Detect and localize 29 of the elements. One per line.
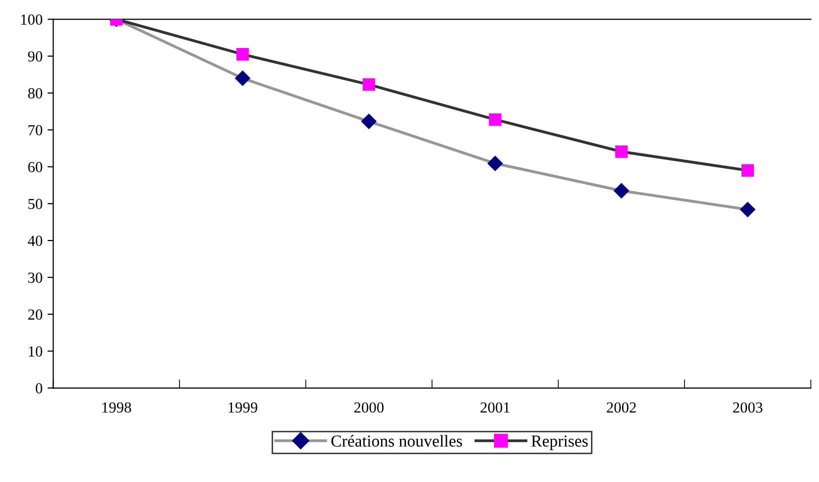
y-tick-label: 60 xyxy=(28,162,42,172)
y-tick-label: 90 xyxy=(28,51,42,62)
x-tick-label: 1998 xyxy=(102,402,132,413)
point xyxy=(615,145,628,158)
y-tick-label: 50 xyxy=(28,198,42,210)
y-tick-label: 10 xyxy=(28,346,42,357)
point xyxy=(236,48,249,61)
point xyxy=(488,113,502,126)
x-tick-label: 1999 xyxy=(228,402,258,413)
point xyxy=(740,202,756,218)
x-tick-label: 2001 xyxy=(480,402,510,413)
y-tick-label: 30 xyxy=(28,272,42,283)
point xyxy=(361,114,377,130)
y-tick-label: 40 xyxy=(28,236,42,246)
y-tick-label: 80 xyxy=(28,88,42,98)
y-tick-label: 100 xyxy=(21,14,42,25)
y-tick-label: 70 xyxy=(28,125,42,136)
x-tick-label: 2003 xyxy=(733,402,762,413)
point xyxy=(614,182,630,199)
legend-label: Reprises xyxy=(531,436,588,450)
point xyxy=(487,156,504,172)
legend-label: Créations nouvelles xyxy=(331,434,462,447)
point xyxy=(362,78,376,91)
point xyxy=(234,70,250,86)
y-tick-label: 0 xyxy=(36,383,42,394)
y-tick-label: 20 xyxy=(28,309,42,320)
x-tick-label: 2002 xyxy=(606,402,636,413)
point xyxy=(741,164,754,177)
x-tick-label: 2000 xyxy=(354,402,384,413)
